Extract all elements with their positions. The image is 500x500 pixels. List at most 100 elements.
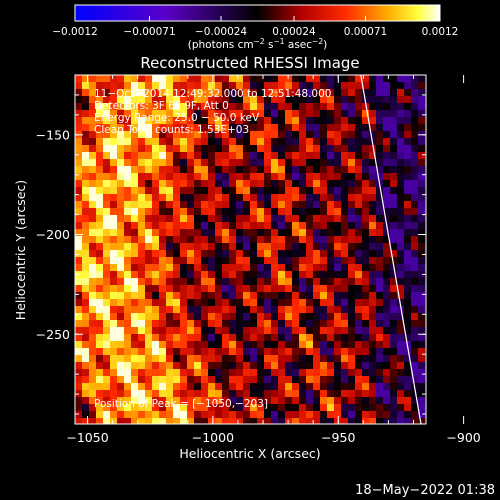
heat-cell: [82, 306, 90, 314]
heat-cell: [159, 145, 167, 153]
heat-cell: [397, 229, 405, 237]
heat-cell: [208, 173, 216, 181]
heat-cell: [292, 334, 300, 342]
heat-cell: [362, 404, 370, 412]
heat-cell: [89, 194, 97, 202]
heat-cell: [376, 264, 384, 272]
heat-cell: [285, 159, 293, 167]
heat-cell: [96, 131, 104, 139]
heat-cell: [313, 152, 321, 160]
heat-cell: [376, 222, 384, 230]
heat-cell: [411, 243, 419, 251]
heat-cell: [180, 110, 188, 118]
heat-cell: [292, 376, 300, 384]
heat-cell: [313, 320, 321, 328]
heat-cell: [222, 327, 230, 335]
heat-cell: [257, 285, 265, 293]
heat-cell: [159, 138, 167, 146]
heat-cell: [208, 187, 216, 195]
heat-cell: [222, 362, 230, 370]
heat-cell: [159, 187, 167, 195]
heat-cell: [264, 271, 272, 279]
heat-cell: [264, 208, 272, 216]
heat-cell: [404, 404, 412, 412]
heat-cell: [341, 250, 349, 258]
heat-cell: [96, 383, 104, 391]
heat-cell: [292, 124, 300, 132]
heat-cell: [397, 131, 405, 139]
heat-cell: [327, 145, 335, 153]
heat-cell: [418, 362, 426, 370]
heat-cell: [327, 250, 335, 258]
heat-cell: [271, 110, 279, 118]
heat-cell: [327, 411, 335, 419]
heat-cell: [131, 334, 139, 342]
heat-cell: [187, 131, 195, 139]
heat-cell: [355, 145, 363, 153]
heat-cell: [271, 236, 279, 244]
heat-cell: [278, 229, 286, 237]
heat-cell: [236, 313, 244, 321]
heat-cell: [264, 313, 272, 321]
heat-cell: [229, 271, 237, 279]
heat-cell: [201, 152, 209, 160]
heat-cell: [292, 355, 300, 363]
heat-cell: [201, 320, 209, 328]
heat-cell: [75, 145, 83, 153]
heat-cell: [299, 397, 307, 405]
heat-cell: [124, 404, 132, 412]
heat-cell: [285, 96, 293, 104]
heat-cell: [397, 257, 405, 265]
heat-cell: [334, 243, 342, 251]
heat-cell: [278, 390, 286, 398]
heat-cell: [320, 292, 328, 300]
heat-cell: [96, 264, 104, 272]
heat-cell: [138, 355, 146, 363]
heat-cell: [96, 285, 104, 293]
heat-cell: [82, 313, 90, 321]
heat-cell: [187, 404, 195, 412]
heat-cell: [173, 278, 181, 286]
heat-cell: [355, 327, 363, 335]
heat-cell: [250, 390, 258, 398]
colorbar-tick-label: 0.0012: [422, 26, 459, 38]
heat-cell: [411, 334, 419, 342]
heat-cell: [264, 404, 272, 412]
heat-cell: [194, 145, 202, 153]
heat-cell: [159, 334, 167, 342]
heat-cell: [215, 418, 223, 424]
heat-cell: [180, 89, 188, 97]
heat-cell: [138, 264, 146, 272]
heat-cell: [411, 355, 419, 363]
heat-cell: [397, 355, 405, 363]
heat-cell: [327, 110, 335, 118]
heat-cell: [194, 383, 202, 391]
heat-cell: [96, 82, 104, 90]
heat-cell: [215, 124, 223, 132]
heat-cell: [201, 369, 209, 377]
heat-cell: [264, 131, 272, 139]
heat-cell: [362, 89, 370, 97]
heat-cell: [215, 348, 223, 356]
heat-cell: [257, 418, 265, 424]
heat-cell: [327, 152, 335, 160]
heat-cell: [138, 194, 146, 202]
heat-cell: [194, 348, 202, 356]
heat-cell: [292, 89, 300, 97]
heat-cell: [369, 96, 377, 104]
heat-cell: [348, 334, 356, 342]
heat-cell: [341, 334, 349, 342]
heat-cell: [187, 110, 195, 118]
heat-cell: [320, 369, 328, 377]
heat-cell: [152, 89, 160, 97]
heat-cell: [278, 383, 286, 391]
heat-cell: [145, 138, 153, 146]
heat-cell: [173, 299, 181, 307]
heat-cell: [138, 306, 146, 314]
heat-cell: [166, 229, 174, 237]
heat-cell: [285, 292, 293, 300]
heat-cell: [152, 257, 160, 265]
heat-cell: [334, 327, 342, 335]
heat-cell: [82, 103, 90, 111]
heat-cell: [348, 390, 356, 398]
